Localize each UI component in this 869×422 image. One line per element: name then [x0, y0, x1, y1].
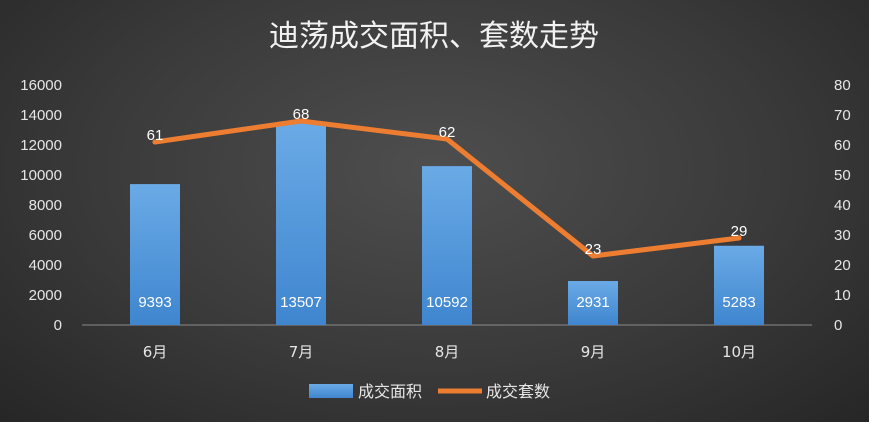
- x-tick-label: 10月: [722, 343, 756, 361]
- y-left-tick-label: 14000: [20, 107, 62, 124]
- y-right-tick-label: 80: [834, 77, 851, 94]
- y-right-tick-label: 20: [834, 257, 851, 274]
- y-right-tick-label: 70: [834, 107, 851, 124]
- bar: [130, 184, 180, 325]
- y-right-tick-label: 60: [834, 137, 851, 154]
- bar-data-label: 10592: [426, 294, 468, 311]
- bar-data-label: 9393: [138, 294, 171, 311]
- y-right-tick-label: 10: [834, 287, 851, 304]
- x-tick-label: 7月: [289, 343, 314, 361]
- x-tick-label: 9月: [581, 343, 606, 361]
- line-point: [152, 139, 158, 145]
- y-right-tick-label: 50: [834, 167, 851, 184]
- y-left-tick-label: 2000: [29, 287, 62, 304]
- legend: 成交面积 成交套数: [309, 382, 550, 401]
- y-axis-left: 0 2000 4000 6000 8000 10000 12000 14000 16000: [20, 77, 62, 334]
- y-left-tick-label: 10000: [20, 167, 62, 184]
- legend-label-line: 成交套数: [486, 382, 550, 401]
- x-axis: 6月 7月 8月 9月 10月: [143, 343, 756, 361]
- chart-title: 迪荡成交面积、套数走势: [269, 19, 599, 54]
- legend-label-bar: 成交面积: [358, 382, 422, 401]
- bar-series: 9393 13507 10592 2931 5283: [130, 122, 764, 326]
- line-data-label: 62: [439, 124, 456, 141]
- y-right-tick-label: 30: [834, 227, 851, 244]
- y-left-tick-label: 8000: [29, 197, 62, 214]
- y-left-tick-label: 12000: [20, 137, 62, 154]
- y-left-tick-label: 0: [54, 317, 62, 334]
- y-left-tick-label: 6000: [29, 227, 62, 244]
- line-data-label: 23: [585, 241, 602, 258]
- legend-swatch-bar: [309, 384, 353, 398]
- x-tick-label: 6月: [143, 343, 168, 361]
- bar: [568, 281, 618, 325]
- y-axis-right: 0 10 20 30 40 50 60 70 80: [834, 77, 851, 334]
- line-series: 61 68 62 23 29: [147, 106, 748, 259]
- line-point: [590, 253, 596, 259]
- line-point: [736, 235, 742, 241]
- bar: [422, 166, 472, 325]
- line-data-label: 61: [147, 127, 164, 144]
- y-right-tick-label: 0: [834, 317, 842, 334]
- bar-data-label: 5283: [722, 294, 755, 311]
- x-tick-label: 8月: [435, 343, 460, 361]
- bar: [714, 245, 764, 325]
- bar-data-label: 2931: [576, 294, 609, 311]
- line-data-label: 68: [293, 106, 310, 123]
- y-left-tick-label: 16000: [20, 77, 62, 94]
- y-right-tick-label: 40: [834, 197, 851, 214]
- line-point: [444, 136, 450, 142]
- y-left-tick-label: 4000: [29, 257, 62, 274]
- bar: [276, 122, 326, 326]
- bar-data-label: 13507: [280, 294, 322, 311]
- line-data-label: 29: [731, 223, 748, 240]
- line-point: [298, 118, 304, 124]
